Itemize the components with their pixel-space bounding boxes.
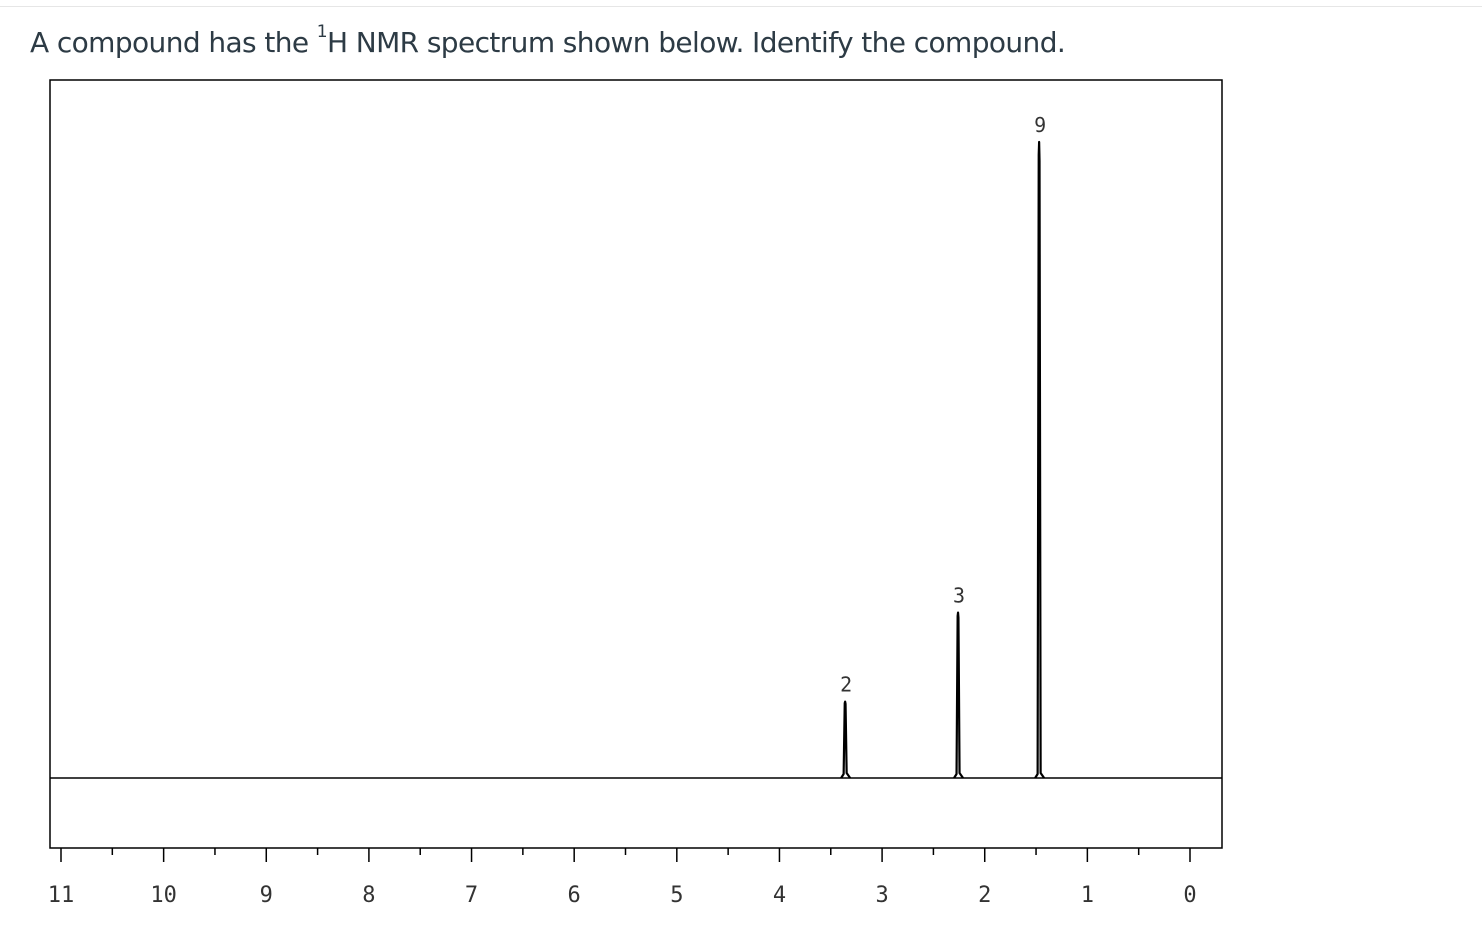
tick-label: 6 bbox=[568, 883, 581, 908]
peak bbox=[1034, 140, 1046, 779]
tick-label: 4 bbox=[773, 883, 786, 908]
peak bbox=[840, 700, 852, 779]
tick-label: 10 bbox=[150, 883, 177, 908]
tick-label: 5 bbox=[670, 883, 683, 908]
plot-frame bbox=[49, 79, 1223, 849]
top-divider bbox=[0, 6, 1482, 7]
integration-labels: 2 3 9 bbox=[840, 113, 1046, 697]
peak bbox=[953, 611, 964, 779]
question-prefix: A compound has the bbox=[30, 26, 317, 59]
tick-label: 0 bbox=[1183, 883, 1196, 908]
question-text: A compound has the 1H NMR spectrum shown… bbox=[30, 24, 1066, 60]
tick-label: 9 bbox=[260, 883, 273, 908]
spectrum-peaks bbox=[840, 140, 1046, 779]
tick-label: 7 bbox=[465, 883, 478, 908]
tick-label: 2 bbox=[978, 883, 991, 908]
tick-label: 8 bbox=[362, 883, 375, 908]
integration-label: 3 bbox=[953, 584, 965, 608]
tick-label: 3 bbox=[875, 883, 888, 908]
x-axis-tick-labels: 11 10 9 8 7 6 5 4 3 2 1 0 bbox=[48, 883, 1197, 908]
tick-label: 1 bbox=[1081, 883, 1094, 908]
tick-label: 11 bbox=[48, 883, 75, 908]
x-axis-ticks bbox=[60, 848, 1191, 862]
question-suffix: H NMR spectrum shown below. Identify the… bbox=[327, 26, 1066, 59]
integration-label: 2 bbox=[840, 673, 852, 697]
question-superscript: 1 bbox=[316, 22, 328, 42]
integration-label: 9 bbox=[1034, 113, 1046, 137]
